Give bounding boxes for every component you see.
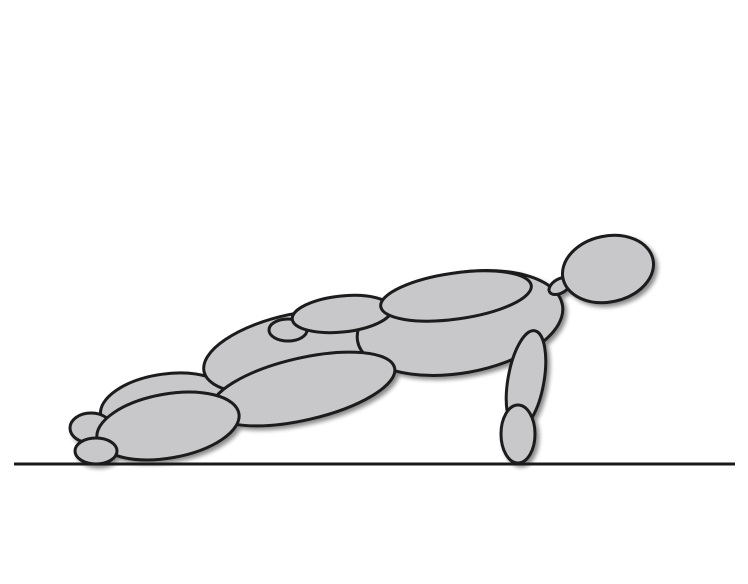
head (560, 233, 656, 305)
forearm-hand (499, 403, 537, 465)
front-foot (73, 436, 119, 466)
mannequin-figure (68, 233, 656, 466)
chest (379, 269, 533, 323)
